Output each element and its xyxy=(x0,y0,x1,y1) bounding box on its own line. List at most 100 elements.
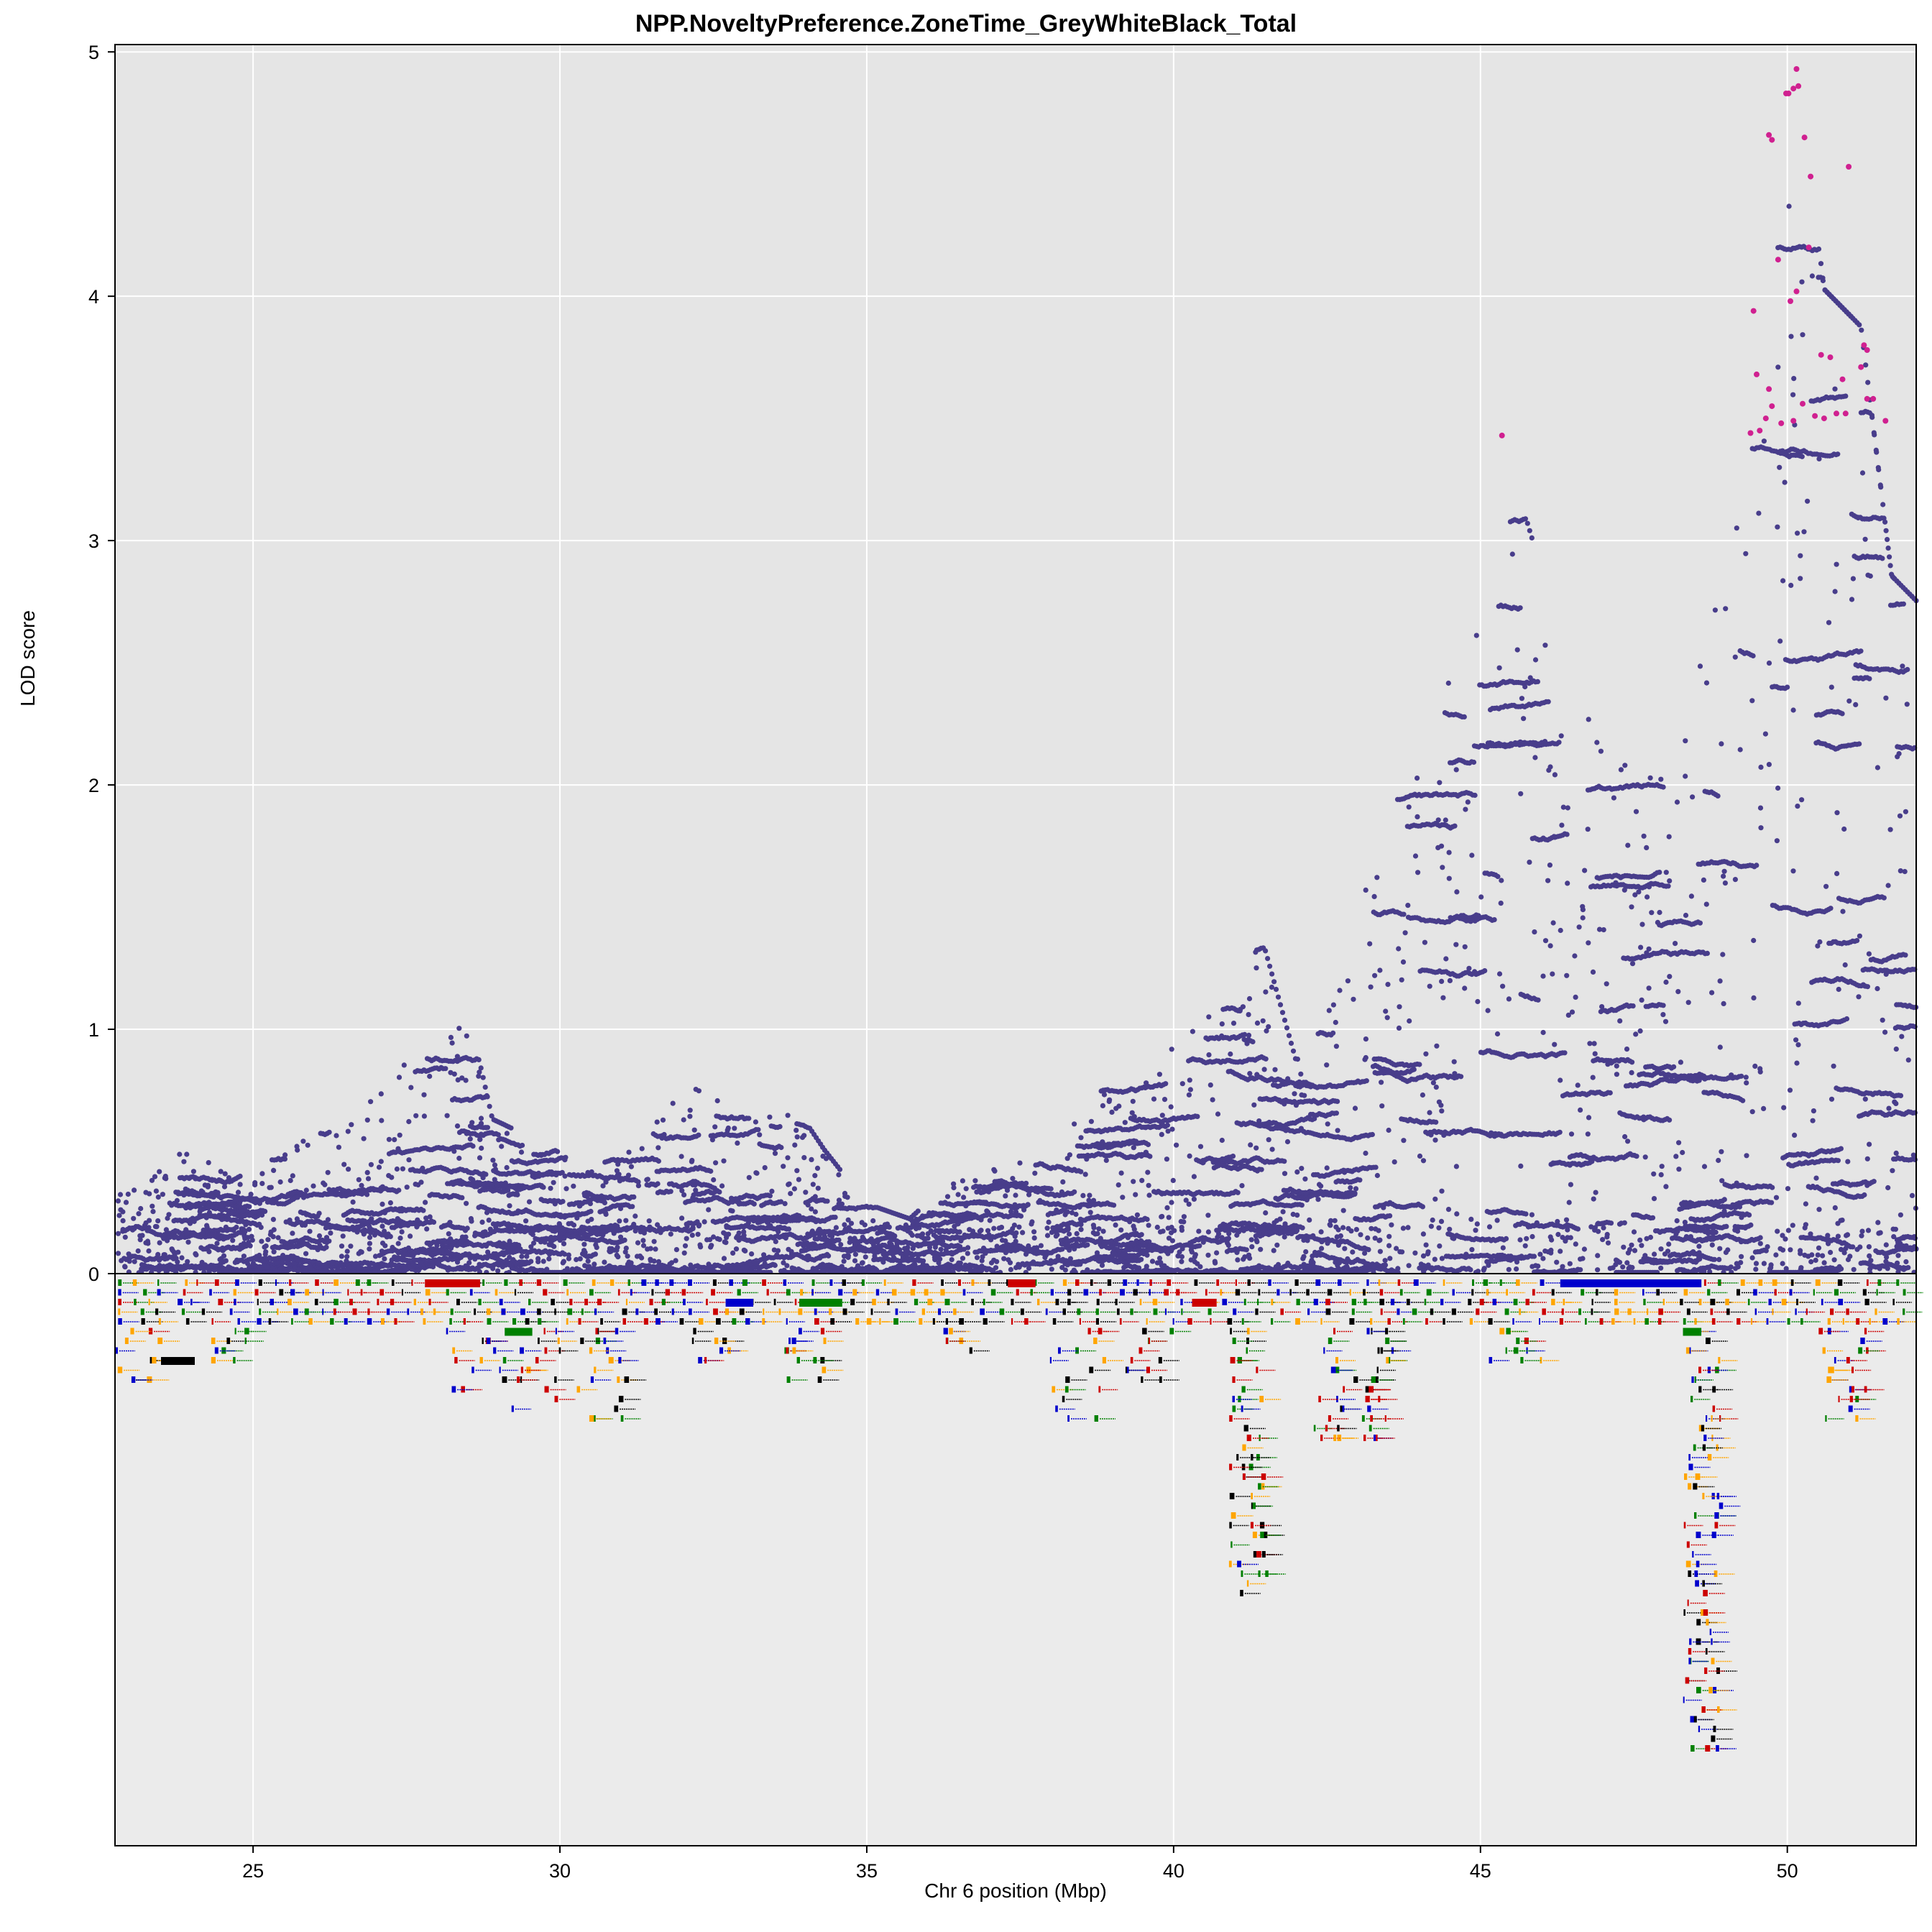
lod-point xyxy=(1269,971,1275,977)
lod-point xyxy=(259,1212,265,1218)
lod-point xyxy=(1881,895,1887,901)
lod-point xyxy=(1288,1040,1294,1046)
lod-point xyxy=(1769,1200,1775,1205)
lod-point xyxy=(1263,948,1269,954)
lod-point xyxy=(1503,1236,1509,1241)
lod-point xyxy=(1136,1258,1142,1264)
lod-point xyxy=(1757,1235,1763,1241)
lod-point xyxy=(778,1144,784,1151)
lod-point xyxy=(560,1199,566,1205)
lod-point xyxy=(1867,676,1872,681)
lod-point xyxy=(482,1085,488,1090)
lod-point xyxy=(767,1193,773,1199)
lod-point xyxy=(1858,648,1864,654)
lod-point xyxy=(484,1092,489,1099)
lod-point xyxy=(1739,1073,1744,1079)
lod-point xyxy=(1164,1122,1170,1128)
lod-point xyxy=(1250,1039,1256,1044)
lod-point xyxy=(1905,1265,1911,1271)
lod-point xyxy=(1740,1098,1746,1103)
lod-point xyxy=(1557,1129,1563,1135)
lod-point xyxy=(1607,1090,1613,1096)
lod-point xyxy=(1138,1232,1144,1238)
lod-point xyxy=(247,1204,252,1210)
lod-point xyxy=(915,1208,921,1214)
lod-point xyxy=(443,1066,448,1072)
lod-point xyxy=(1279,1010,1286,1016)
lod-point xyxy=(1750,653,1756,659)
lod-point xyxy=(1300,1225,1305,1230)
lod-point xyxy=(1715,793,1721,799)
lod-point xyxy=(1310,1082,1315,1088)
lod-point xyxy=(1523,1211,1529,1217)
lod-point xyxy=(1331,1192,1337,1198)
lod-point xyxy=(708,1168,714,1174)
lod-point xyxy=(1352,1191,1358,1197)
lod-point xyxy=(1273,986,1279,993)
lod-point xyxy=(751,1201,757,1207)
lod-point xyxy=(1522,516,1528,522)
lod-point xyxy=(1524,520,1530,526)
lod-point xyxy=(1857,741,1862,747)
lod-point xyxy=(1111,1202,1117,1208)
lod-point xyxy=(555,1149,561,1154)
lod-point xyxy=(1267,963,1273,969)
lod-point xyxy=(1265,956,1271,962)
lod-point xyxy=(1747,1212,1752,1218)
lod-point xyxy=(1401,911,1407,917)
lod-point xyxy=(1529,535,1535,541)
lod-point xyxy=(668,1189,673,1195)
lod-point xyxy=(1491,917,1497,923)
lod-point xyxy=(1835,1158,1841,1164)
lod-point xyxy=(837,1167,843,1172)
lod-point xyxy=(1667,1117,1673,1123)
lod-point xyxy=(1629,1059,1635,1065)
lod-point xyxy=(459,1195,465,1200)
lod-point xyxy=(1495,873,1501,880)
lod-point xyxy=(1333,1110,1339,1116)
lod-point xyxy=(1363,1078,1369,1084)
lod-point xyxy=(396,1187,402,1193)
lod-point xyxy=(476,1057,482,1062)
lod-point xyxy=(1898,1092,1904,1098)
lod-point xyxy=(1905,666,1910,673)
lod-point xyxy=(832,1215,838,1220)
lod-point xyxy=(1527,528,1532,533)
lod-point xyxy=(1145,1141,1151,1148)
lod-point xyxy=(1754,862,1760,868)
lod-point xyxy=(1284,1025,1290,1031)
lod-point xyxy=(1885,546,1891,551)
plot-panel xyxy=(115,45,1916,1274)
lod-point xyxy=(1277,1002,1284,1008)
lod-point xyxy=(1420,1204,1425,1210)
lod-point xyxy=(480,1075,486,1080)
lod-point xyxy=(1294,1057,1300,1062)
lod-point xyxy=(1282,1017,1288,1023)
lod-point xyxy=(1887,563,1893,569)
lod-point xyxy=(1564,832,1570,837)
lod-points xyxy=(115,66,1919,1276)
lod-point xyxy=(1299,1202,1305,1208)
lod-point xyxy=(1630,1003,1636,1009)
lod-point xyxy=(1724,1223,1729,1229)
lod-point xyxy=(1862,1192,1867,1198)
lod-point xyxy=(1763,1248,1769,1254)
chart-title: NPP.NoveltyPreference.ZoneTime_GreyWhite… xyxy=(635,10,1297,37)
lod-point xyxy=(1748,1222,1754,1228)
lod-point xyxy=(1721,1197,1727,1202)
lod-point xyxy=(495,1132,501,1138)
lod-point xyxy=(1072,1260,1077,1266)
lod-point xyxy=(1818,261,1824,267)
lod-point xyxy=(1816,246,1822,252)
lod-point xyxy=(1839,711,1845,717)
lod-point xyxy=(1195,1113,1200,1119)
lod-point xyxy=(1072,1189,1077,1195)
lod-point xyxy=(1458,1074,1464,1080)
lod-point xyxy=(487,1103,492,1109)
lod-point xyxy=(420,1208,426,1213)
lod-point xyxy=(1472,792,1478,799)
lod-point xyxy=(1883,528,1889,533)
lod-point xyxy=(630,1204,635,1210)
lod-point xyxy=(1085,1242,1090,1248)
lod-point xyxy=(1562,1050,1568,1056)
